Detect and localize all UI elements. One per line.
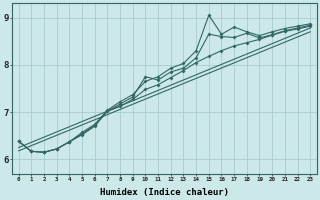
X-axis label: Humidex (Indice chaleur): Humidex (Indice chaleur) — [100, 188, 229, 197]
